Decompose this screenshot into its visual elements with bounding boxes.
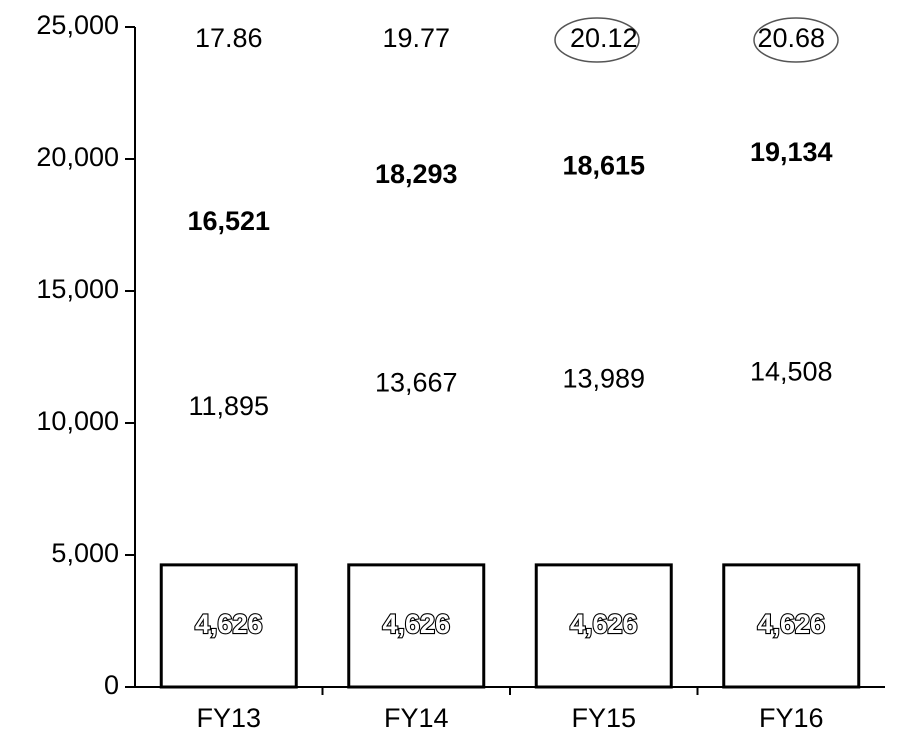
total-label: 16,521 [187,206,270,236]
value-label: 4,626 [757,609,825,639]
ratio-label: 17.86 [195,23,263,53]
total-label: 18,615 [562,151,645,181]
total-label: 18,293 [375,159,458,189]
x-tick-label: FY14 [384,703,449,733]
y-tick-label: 20,000 [36,142,119,172]
value-label: 4,626 [382,609,450,639]
value-label: 13,667 [375,368,458,398]
value-label: 11,895 [188,391,269,421]
total-label: 19,134 [750,137,833,167]
bar-segment [347,563,486,689]
value-label: 4,626 [195,609,263,639]
highlight-circle [753,17,839,63]
x-tick-label: FY13 [196,703,261,733]
bar-segment [534,563,673,689]
ratio-label: 19.77 [382,23,450,53]
x-tick-label: FY15 [571,703,636,733]
value-label: 13,989 [562,363,645,393]
y-tick-label: 25,000 [36,10,119,40]
y-tick-label: 15,000 [36,274,119,304]
ratio-label: 20.12 [570,23,638,53]
highlight-circle [554,17,640,63]
y-tick-label: 10,000 [36,406,119,436]
bar-segment [722,563,861,689]
bar-segment [159,563,298,689]
value-label: 14,508 [750,356,833,386]
ratio-label: 20.68 [757,23,825,53]
y-tick-label: 5,000 [51,538,119,568]
y-tick-label: 0 [104,670,119,700]
x-tick-label: FY16 [759,703,824,733]
value-label: 4,626 [570,609,638,639]
